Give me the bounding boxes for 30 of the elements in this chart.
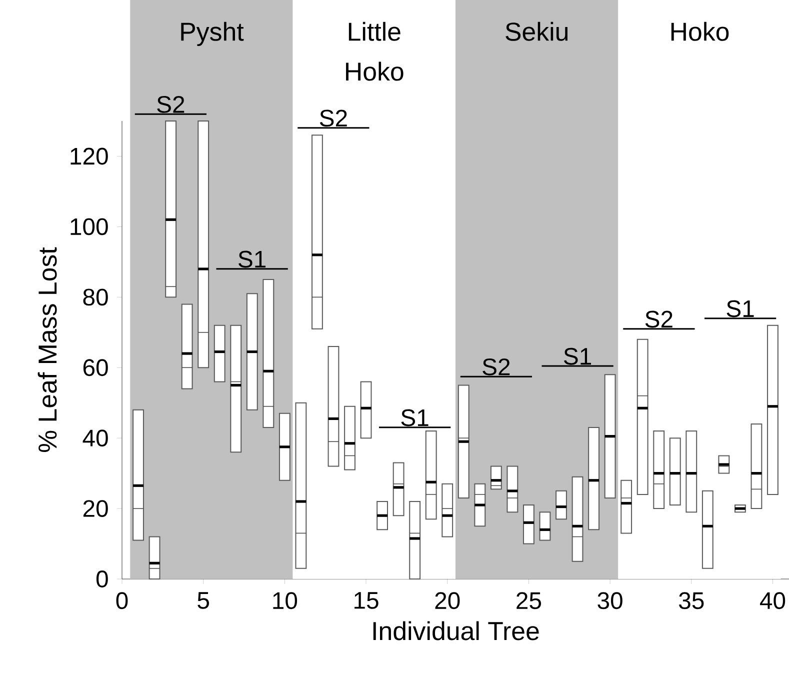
band-label: Little Hoko xyxy=(346,22,404,81)
band-label: Pysht xyxy=(181,22,244,46)
x-tick-label: 30 xyxy=(598,592,622,610)
annotation: S2 xyxy=(482,358,510,376)
annotation: S1 xyxy=(401,409,428,426)
y-tick-label: 120 xyxy=(70,148,108,165)
x-tick-label: 25 xyxy=(516,592,541,610)
y-tick-label: 100 xyxy=(70,218,108,236)
x-tick-label: 0 xyxy=(116,592,128,610)
y-tick-label: 60 xyxy=(83,359,108,376)
annotation: S1 xyxy=(564,348,592,365)
y-axis-title: % Leaf Mass Lost xyxy=(38,247,57,452)
y-tick-label: 80 xyxy=(83,288,108,306)
x-tick-label: 5 xyxy=(198,592,209,609)
y-tick-label: 40 xyxy=(82,430,108,447)
text: S2 xyxy=(157,96,184,113)
y-tick-label: 20 xyxy=(83,500,108,518)
annotation: S1 xyxy=(238,250,266,268)
band-label: Sekiu xyxy=(506,22,568,41)
annotation: S1 xyxy=(726,300,754,318)
x-tick-label: 15 xyxy=(354,592,378,609)
x-tick-label: 40 xyxy=(760,592,786,610)
annotation: S2 xyxy=(645,310,672,328)
band-label: Hoko xyxy=(671,22,729,41)
x-tick-label: 35 xyxy=(679,592,704,610)
x-axis-title: Individual Tree xyxy=(373,621,539,640)
x-tick-label: 10 xyxy=(273,592,298,610)
x-tick-label: 20 xyxy=(435,592,460,610)
annotation: S2 xyxy=(320,110,347,127)
y-tick-label: 0 xyxy=(96,570,108,588)
